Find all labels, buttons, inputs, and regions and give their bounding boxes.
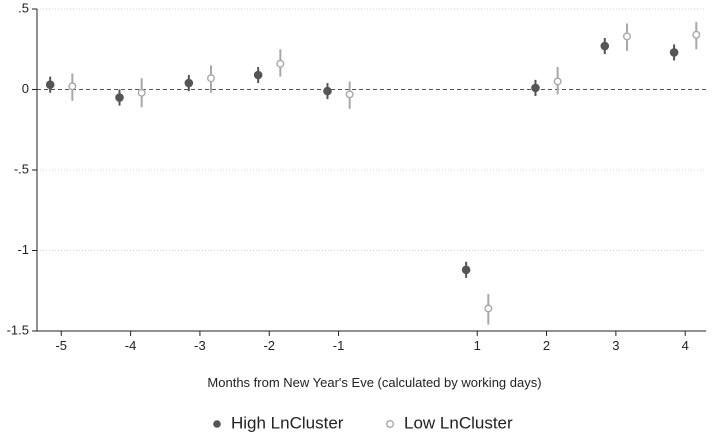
data-point [184, 78, 194, 88]
x-tick-label: 1 [474, 338, 481, 353]
data-point [669, 48, 679, 57]
y-tick-label: -.5 [14, 161, 29, 176]
legend-label-low: Low LnCluster [404, 413, 513, 432]
data-point [45, 80, 55, 89]
y-tick-label: -1.5 [7, 322, 29, 337]
data-point [461, 265, 471, 275]
data-point [622, 32, 631, 41]
x-axis-title: Months from New Year's Eve (calculated b… [207, 375, 541, 390]
legend-item-high: High LnCluster [213, 413, 344, 432]
data-point [553, 77, 562, 86]
x-tick-label: 3 [612, 338, 619, 353]
gridlines [37, 8, 706, 332]
x-tick-label: -4 [125, 338, 137, 353]
y-axis-ticks: .5 0 -.5 -1 -1.5 [7, 0, 37, 337]
y-tick-label: -1 [17, 242, 29, 257]
data-point [115, 93, 124, 102]
y-tick-label: .5 [18, 0, 29, 15]
data-point [253, 70, 263, 80]
legend: High LnCluster Low LnCluster [213, 413, 513, 432]
data-point [68, 82, 77, 91]
data-point [692, 30, 701, 39]
x-tick-label: -1 [333, 338, 345, 353]
series-low-lncluster [68, 21, 701, 325]
x-tick-label: -5 [55, 338, 67, 353]
x-tick-label: -3 [194, 338, 206, 353]
x-tick-label: 2 [543, 338, 550, 353]
legend-marker-low [386, 420, 395, 429]
legend-label-high: High LnCluster [231, 413, 344, 432]
legend-item-low: Low LnCluster [386, 413, 513, 432]
data-point [484, 304, 493, 313]
data-point [137, 88, 146, 97]
series-high-lncluster [45, 37, 679, 278]
data-point [600, 41, 610, 51]
y-tick-label: 0 [22, 81, 29, 96]
data-point [345, 90, 354, 99]
x-tick-label: 4 [682, 338, 689, 353]
data-point [207, 74, 216, 83]
data-point [276, 59, 285, 68]
axes [36, 9, 706, 332]
x-tick-label: -2 [263, 338, 275, 353]
data-series [45, 21, 701, 325]
x-axis-ticks: -5 -4 -3 -2 -1 1 2 3 4 [55, 331, 689, 353]
data-point [323, 86, 332, 96]
data-point [531, 83, 540, 93]
legend-marker-high [213, 420, 221, 428]
